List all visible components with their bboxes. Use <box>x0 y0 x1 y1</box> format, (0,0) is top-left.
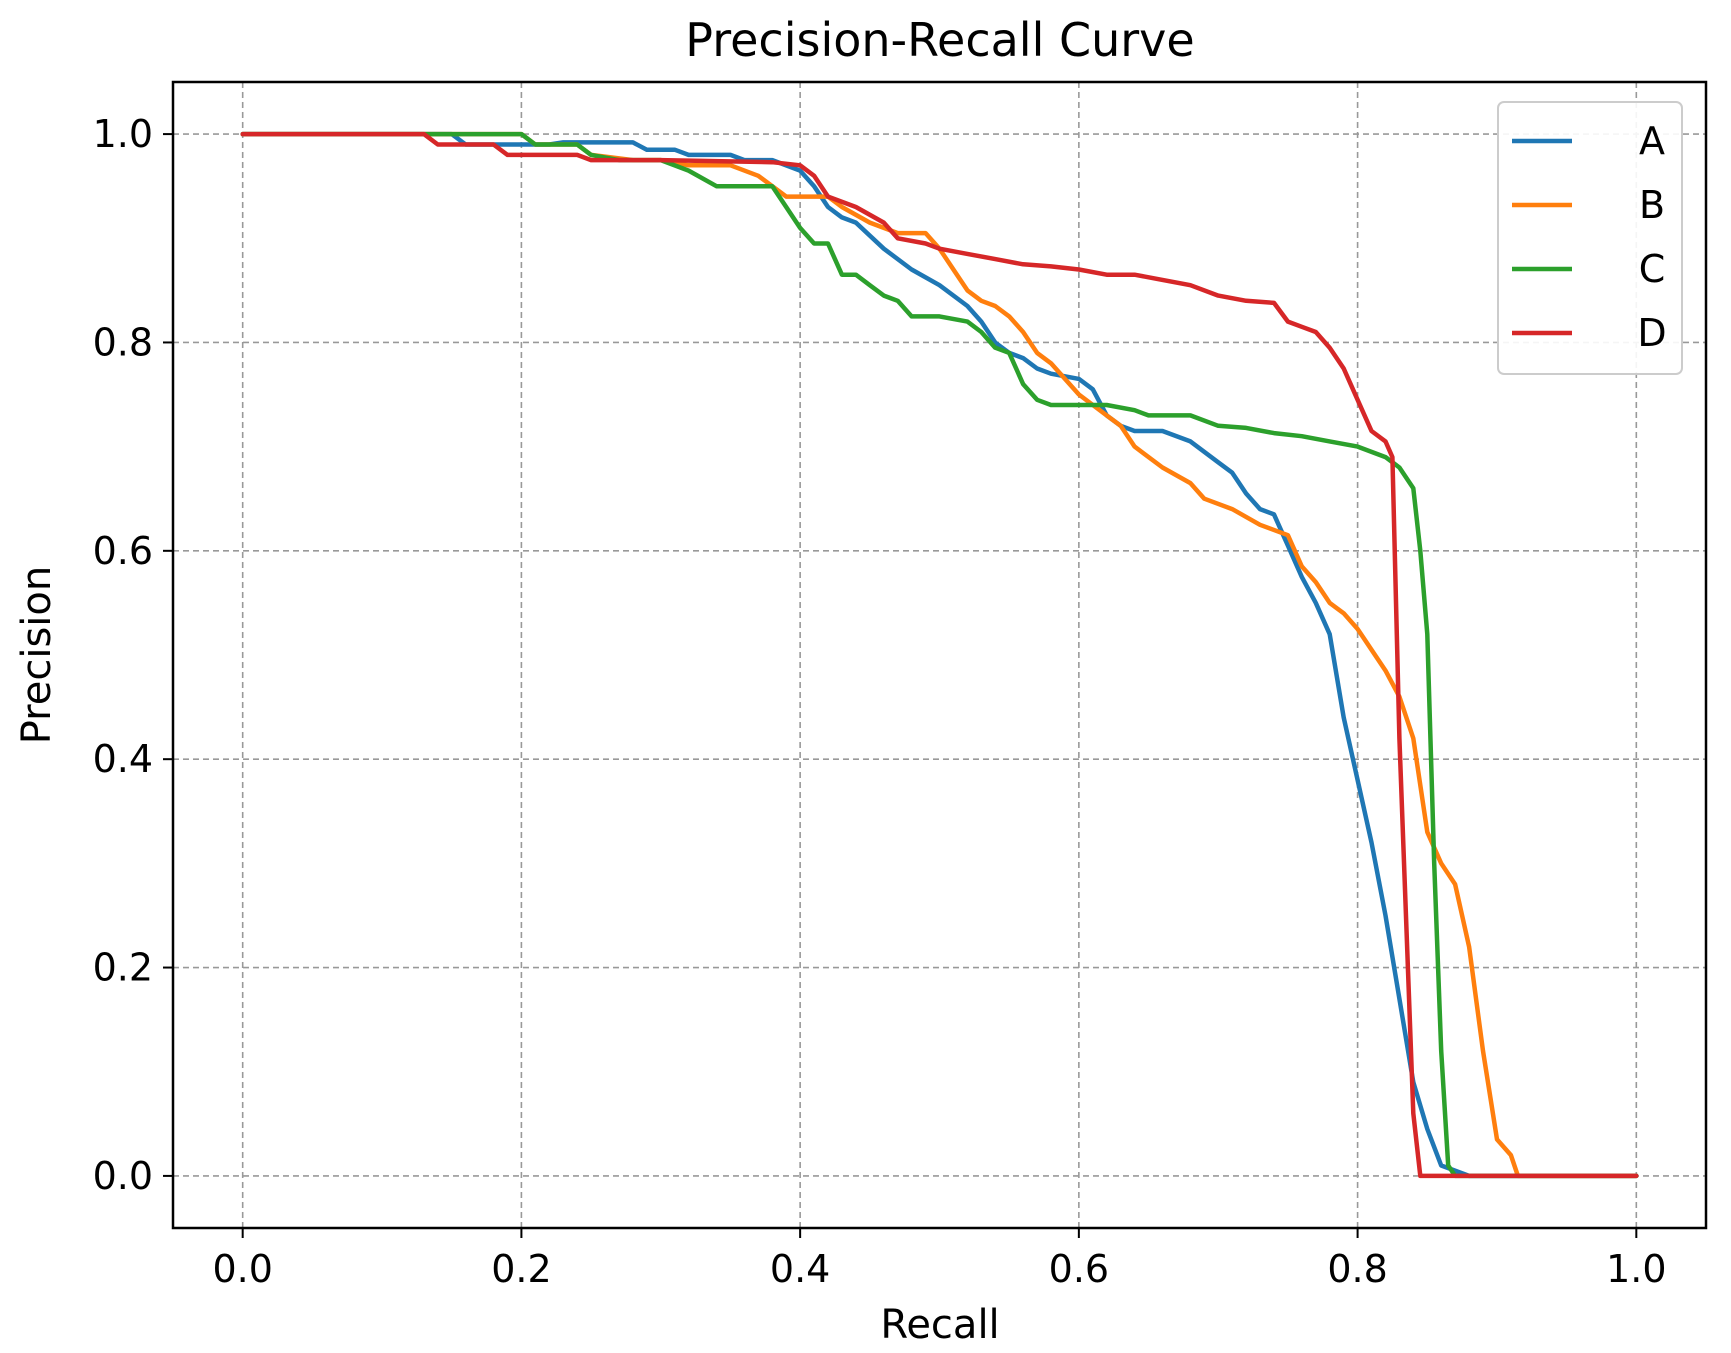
legend-label-b: B <box>1639 183 1665 227</box>
plot-frame <box>171 80 1708 1230</box>
chart-title: Precision-Recall Curve <box>685 13 1194 67</box>
y-tick-label: 0.4 <box>93 737 153 781</box>
x-tick-label: 0.6 <box>1049 1247 1109 1291</box>
x-tick-label: 0.8 <box>1327 1247 1387 1291</box>
series-line-d <box>240 131 1639 1179</box>
ticks: 0.0 0.2 0.4 0.6 0.8 1.0 0.0 0.2 0.4 0.6 0.8 1.0 <box>93 112 1667 1291</box>
x-tick-label: 0.0 <box>212 1247 272 1291</box>
legend-label-d: D <box>1637 311 1666 355</box>
x-tick-label: 0.2 <box>491 1247 551 1291</box>
x-axis-label: Recall <box>880 1302 999 1348</box>
x-tick-label: 1.0 <box>1606 1247 1666 1291</box>
y-tick-label: 0.0 <box>93 1154 153 1198</box>
x-tick-label: 0.4 <box>770 1247 830 1291</box>
legend-label-c: C <box>1639 247 1666 291</box>
y-axis-label: Precision <box>14 566 60 744</box>
legend-label-a: A <box>1639 119 1665 163</box>
series-line-c <box>240 131 1639 1179</box>
series-line-a <box>240 131 1639 1179</box>
grid <box>173 82 1706 1228</box>
y-tick-label: 0.6 <box>93 529 153 573</box>
y-tick-label: 0.8 <box>93 320 153 364</box>
legend-box <box>1497 101 1683 375</box>
series-line-b <box>240 131 1639 1179</box>
y-tick-label: 1.0 <box>93 112 153 156</box>
series-layer <box>240 131 1639 1179</box>
y-tick-label: 0.2 <box>93 946 153 990</box>
